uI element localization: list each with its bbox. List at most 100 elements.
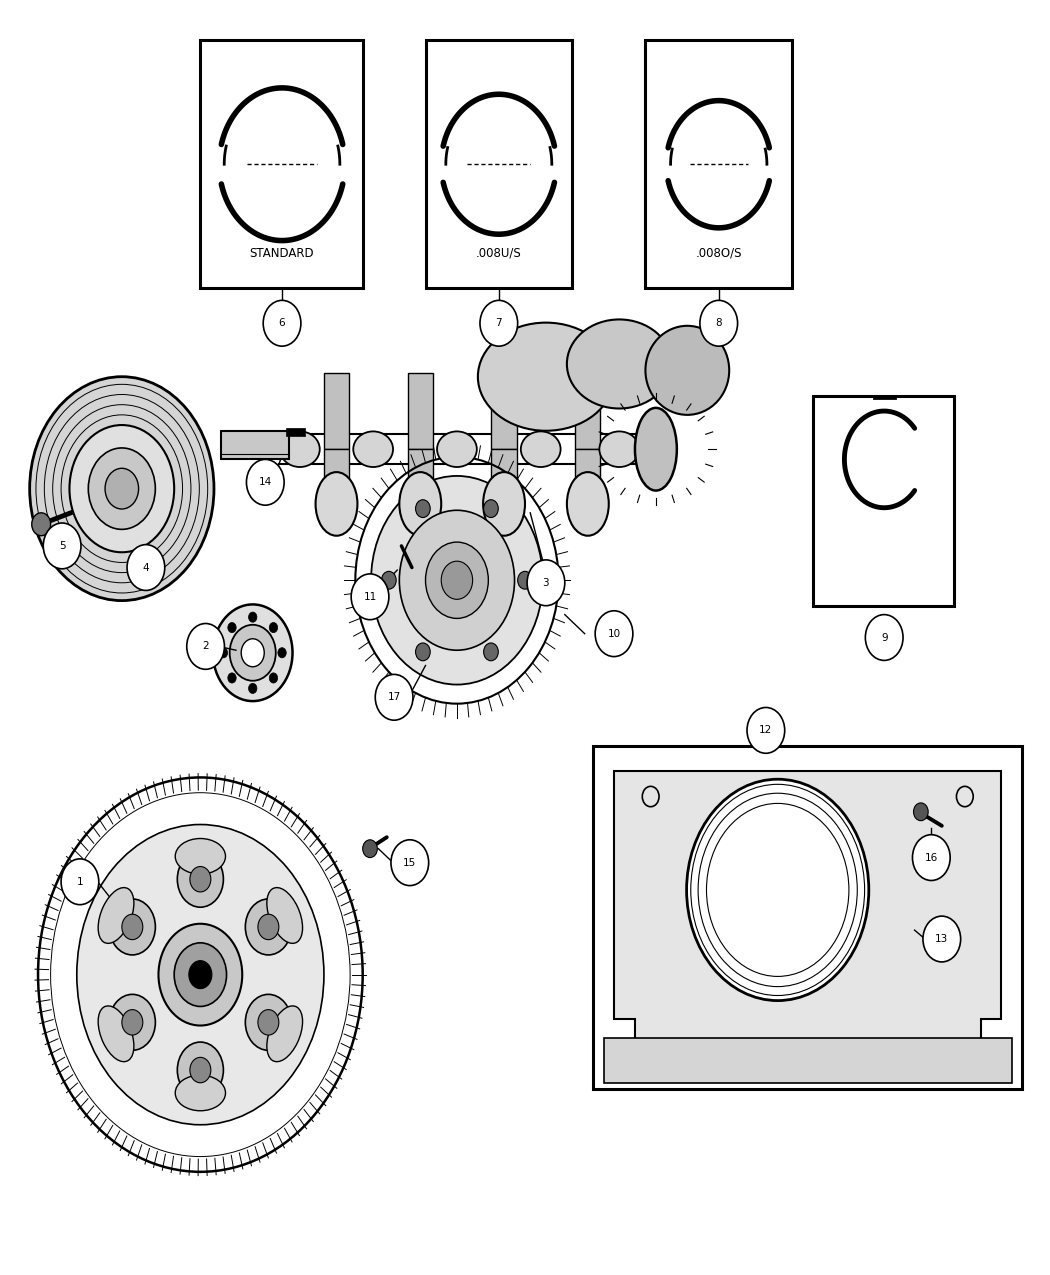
Ellipse shape [316,472,357,536]
Text: 2: 2 [203,641,209,652]
Polygon shape [614,771,1002,1063]
Circle shape [213,604,293,701]
Circle shape [77,825,324,1125]
Circle shape [242,639,265,667]
Ellipse shape [399,472,441,536]
Ellipse shape [267,1006,302,1062]
Circle shape [105,468,139,509]
Circle shape [109,899,155,955]
Circle shape [416,500,430,518]
Text: 11: 11 [363,592,377,602]
Circle shape [258,914,279,940]
Circle shape [122,1010,143,1035]
Circle shape [219,648,228,658]
Bar [593,746,1023,1089]
Circle shape [595,611,633,657]
Ellipse shape [98,887,134,944]
Bar [575,449,601,529]
Circle shape [174,942,227,1006]
Circle shape [747,708,784,754]
Ellipse shape [280,431,320,467]
Ellipse shape [267,887,302,944]
Circle shape [527,560,565,606]
Text: .008O/S: .008O/S [695,246,742,260]
Circle shape [88,448,155,529]
Text: STANDARD: STANDARD [250,246,314,260]
Circle shape [914,803,928,821]
Circle shape [249,612,257,622]
Circle shape [480,301,518,346]
Circle shape [258,1010,279,1035]
Text: 15: 15 [403,858,417,868]
Circle shape [190,867,211,892]
Circle shape [228,622,236,632]
Circle shape [923,917,961,961]
Circle shape [230,625,276,681]
Circle shape [865,615,903,660]
Ellipse shape [175,1075,226,1111]
Text: 7: 7 [496,319,502,328]
Text: 12: 12 [759,725,773,736]
Text: 4: 4 [143,562,149,572]
Circle shape [362,840,377,858]
Circle shape [381,571,396,589]
Circle shape [441,561,472,599]
Bar [425,40,572,288]
Text: 9: 9 [881,632,887,643]
Circle shape [159,924,243,1025]
Circle shape [246,994,292,1051]
Text: 1: 1 [77,877,83,887]
Bar [324,372,349,449]
Circle shape [484,500,499,518]
Ellipse shape [175,839,226,875]
Circle shape [375,674,413,720]
Circle shape [351,574,388,620]
Bar [201,40,362,288]
Text: 5: 5 [59,541,65,551]
Circle shape [687,779,868,1001]
Circle shape [269,622,277,632]
Circle shape [399,510,514,650]
Bar [222,431,290,459]
Text: .008U/S: .008U/S [476,246,522,260]
Circle shape [912,835,950,881]
Circle shape [371,476,543,685]
Ellipse shape [567,320,672,408]
Text: 16: 16 [925,853,938,863]
Ellipse shape [437,431,477,467]
Ellipse shape [98,1006,134,1062]
Text: 8: 8 [715,319,722,328]
Text: 14: 14 [258,477,272,487]
Circle shape [269,673,277,683]
Ellipse shape [635,408,677,491]
Circle shape [246,899,292,955]
Ellipse shape [353,431,393,467]
Circle shape [177,852,224,908]
Bar [287,427,306,436]
Circle shape [32,513,50,536]
Circle shape [109,994,155,1051]
Circle shape [69,425,174,552]
Circle shape [518,571,532,589]
Circle shape [247,459,285,505]
Circle shape [122,914,143,940]
Ellipse shape [478,323,614,431]
Ellipse shape [521,431,561,467]
Circle shape [127,544,165,590]
Bar [491,372,517,449]
Text: 10: 10 [608,629,621,639]
Ellipse shape [483,472,525,536]
Bar [575,372,601,449]
Circle shape [189,960,212,988]
Circle shape [190,1057,211,1082]
Circle shape [278,648,287,658]
Circle shape [391,840,428,886]
Text: 3: 3 [543,578,549,588]
Circle shape [43,523,81,569]
Text: 17: 17 [387,692,401,703]
Circle shape [61,859,99,905]
Bar [813,395,954,606]
Bar [491,449,517,529]
Ellipse shape [567,472,609,536]
Ellipse shape [646,326,729,414]
